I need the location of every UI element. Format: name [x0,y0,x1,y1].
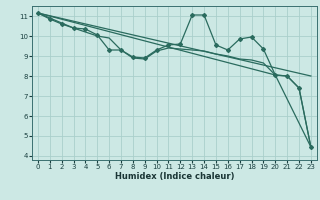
X-axis label: Humidex (Indice chaleur): Humidex (Indice chaleur) [115,172,234,181]
